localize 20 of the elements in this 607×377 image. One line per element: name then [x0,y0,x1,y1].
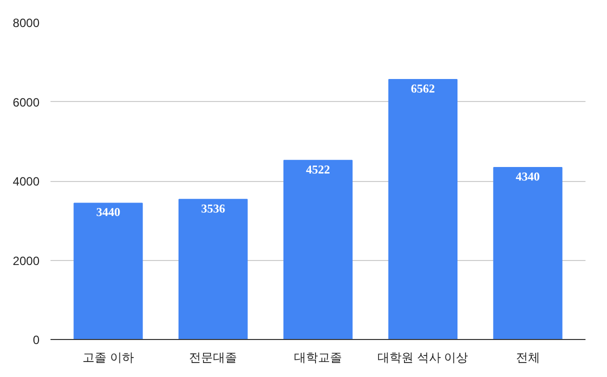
y-tick-label: 8000 [12,16,40,30]
x-tick-label: 대학원 석사 이상 [378,350,468,364]
data-label: 6562 [410,81,435,96]
y-tick-label: 4000 [12,174,40,188]
x-tick-label: 전체 [516,350,540,364]
x-tick-label: 고졸 이하 [82,350,134,364]
y-tick-label: 2000 [12,254,40,268]
data-label: 3440 [96,205,120,220]
y-tick-label: 6000 [12,95,40,110]
bar [178,198,248,340]
data-label: 4340 [516,170,540,184]
bar [493,167,562,340]
bar [74,202,143,340]
y-tick-label: 0 [32,333,40,347]
data-label: 4522 [306,162,330,176]
bar [283,160,353,340]
x-tick-label: 전문대졸 [189,350,238,364]
x-tick-label: 대학교졸 [294,350,342,364]
bar [388,78,458,340]
data-label: 3536 [201,201,226,216]
